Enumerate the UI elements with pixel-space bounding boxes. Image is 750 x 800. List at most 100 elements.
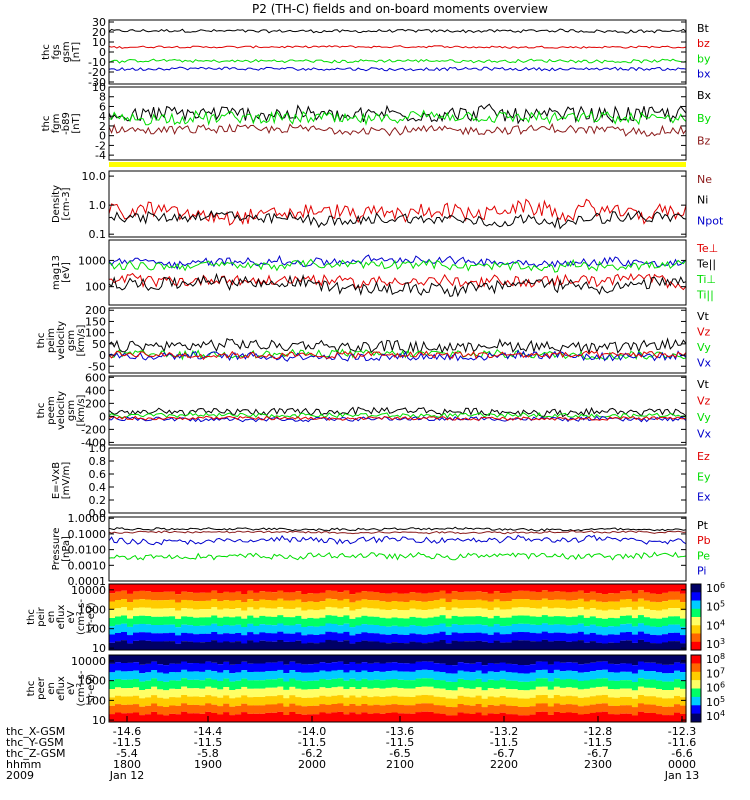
x-row-value: 2100 <box>386 758 414 771</box>
spectrogram-cell <box>680 635 687 644</box>
spectrogram-cell <box>499 593 507 602</box>
spectrogram-cell <box>235 655 242 664</box>
spectrogram-cell <box>115 641 122 650</box>
spectrogram-cell <box>649 626 657 635</box>
spectrogram-cell <box>613 593 621 602</box>
legend-entry: By <box>697 112 712 125</box>
spectrogram-cell <box>289 661 296 671</box>
legend-entry: Ey <box>697 470 711 483</box>
spectrogram-cell <box>565 600 573 609</box>
spectrogram-cell <box>127 643 134 650</box>
spectrogram-cell <box>109 697 116 706</box>
spectrogram-cell <box>397 618 405 627</box>
colorbar-swatch <box>691 633 701 643</box>
colorbar-swatch <box>691 705 701 715</box>
spectrogram-cell <box>331 607 338 616</box>
spectrogram-cell <box>109 663 116 673</box>
spectrogram-cell <box>115 584 122 592</box>
spectrogram-cell <box>487 671 495 680</box>
spectrogram-cell <box>409 625 417 634</box>
spectrogram-cell <box>493 599 501 608</box>
spectrogram-cell <box>643 584 651 593</box>
spectrogram-cell <box>127 618 134 627</box>
spectrogram-cell <box>451 707 459 716</box>
spectrogram-cell <box>385 655 393 663</box>
spectrogram-cell <box>151 625 158 634</box>
spectrogram-cell <box>583 705 591 714</box>
spectrogram-cell <box>229 609 236 618</box>
spectrogram-cell <box>121 640 128 650</box>
y-axis-label: thc peem velocity gsm [km/s] <box>36 391 87 430</box>
spectrogram-cell <box>487 643 495 650</box>
y-tick-label: 10 <box>92 642 106 655</box>
spectrogram-cell <box>662 673 669 682</box>
spectrogram-cell <box>535 703 543 712</box>
y-axis-label-line: thc <box>41 44 52 60</box>
spectrogram-cell <box>619 584 627 592</box>
spectrogram-cell <box>271 655 278 663</box>
spectrogram-cell <box>121 688 128 697</box>
spectrogram-cell <box>325 623 332 632</box>
y-tick-label: 30 <box>92 16 106 29</box>
spectrogram-cell <box>481 584 489 593</box>
spectrogram-cell <box>289 600 296 609</box>
spectrogram-cell <box>403 602 411 611</box>
spectrogram-cell <box>175 680 182 690</box>
spectrogram-cell <box>529 697 537 707</box>
spectrogram-cell <box>511 672 519 681</box>
spectrogram-cell <box>319 678 326 688</box>
spectrogram-cell <box>668 706 675 716</box>
spectrogram-cell <box>469 663 477 673</box>
spectrogram-cell <box>241 695 248 704</box>
spectrogram-cell <box>133 591 140 600</box>
spectrogram-cell <box>565 592 573 601</box>
spectrogram-cell <box>463 591 471 600</box>
spectrogram-cell <box>674 608 681 617</box>
spectrogram-cell <box>319 625 326 635</box>
spectrogram-cell <box>361 599 368 608</box>
spectrogram-cell <box>668 681 675 690</box>
spectrogram-cell <box>637 615 645 624</box>
spectrogram-cell <box>577 689 585 698</box>
spectrogram-cell <box>277 678 284 687</box>
spectrogram-cell <box>367 663 374 672</box>
spectrogram-cell <box>475 678 483 688</box>
spectrogram-cell <box>259 655 266 664</box>
spectrogram-cell <box>595 609 603 619</box>
spectrogram-cell <box>655 680 663 689</box>
spectrogram-cell <box>139 615 146 624</box>
spectrogram-cell <box>439 598 447 607</box>
spectrogram-cell <box>613 689 621 698</box>
spectrogram-cell <box>235 608 242 617</box>
spectrogram-cell <box>511 714 519 722</box>
spectrogram-cell <box>241 670 248 679</box>
spectrogram-cell <box>619 688 627 697</box>
spectrogram-cell <box>379 655 387 664</box>
spectrogram-cell <box>421 669 429 679</box>
spectrogram-cell <box>151 633 158 642</box>
spectrogram-cell <box>668 641 675 650</box>
spectrogram-cell <box>589 704 597 713</box>
spectrogram-cell <box>319 584 326 593</box>
y-tick-label: -200 <box>81 423 106 436</box>
spectrogram-cell <box>175 689 182 698</box>
spectrogram-cell <box>373 625 381 634</box>
x-row-value: -11.5 <box>584 736 612 749</box>
spectrogram-cell <box>343 598 350 608</box>
spectrogram-cell <box>355 642 362 650</box>
y-tick-label: 4 <box>99 110 106 123</box>
spectrogram-cell <box>331 695 338 705</box>
spectrogram-cell <box>253 680 260 689</box>
spectrogram-cell <box>589 624 597 633</box>
spectrogram-cell <box>163 633 170 642</box>
spectrogram-cell <box>662 642 669 650</box>
spectrogram-cell <box>223 687 230 696</box>
spectrogram-cell <box>157 714 164 722</box>
spectrogram-cell <box>199 680 206 689</box>
colorbar-swatch <box>691 617 701 626</box>
spectrogram-cell <box>475 640 483 650</box>
spectrogram-cell <box>295 655 302 664</box>
spectrogram-cell <box>583 697 591 706</box>
spectrogram-cell <box>511 584 519 591</box>
